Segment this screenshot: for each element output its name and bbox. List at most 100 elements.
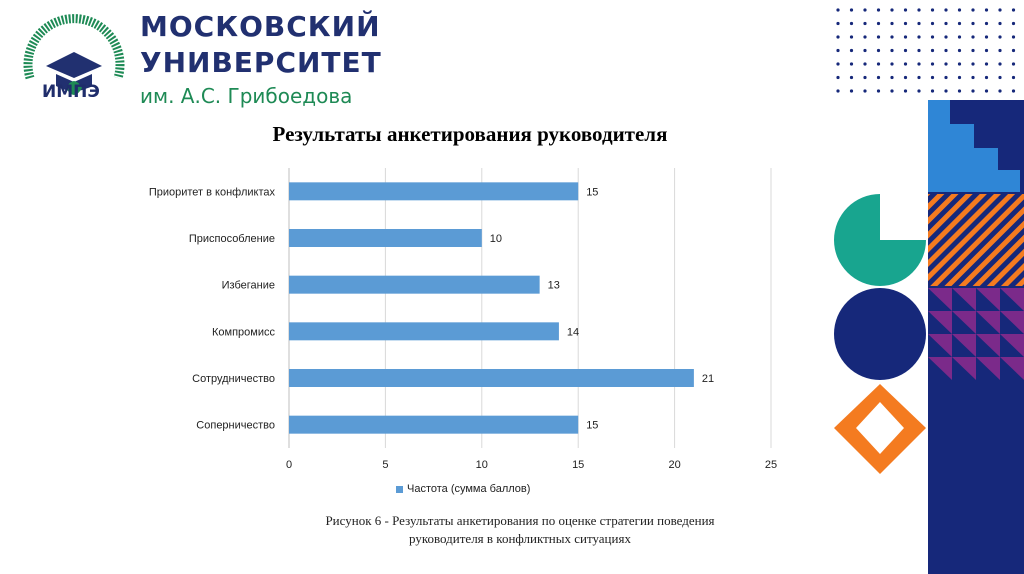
dot <box>917 8 921 12</box>
purple-triangle <box>952 288 976 311</box>
data-label: 15 <box>586 186 598 198</box>
dot <box>930 35 935 39</box>
dot <box>998 48 1002 53</box>
legend-swatch <box>396 485 403 493</box>
purple-triangle <box>928 357 952 380</box>
dot <box>957 8 962 12</box>
dot <box>863 21 867 26</box>
dot <box>890 35 894 39</box>
purple-triangles <box>928 288 1024 380</box>
dot <box>890 8 894 12</box>
dot <box>930 8 935 12</box>
dot <box>971 8 975 12</box>
dot <box>917 48 921 53</box>
x-tick-label: 5 <box>382 459 388 471</box>
purple-triangle <box>1000 311 1024 334</box>
dot <box>836 21 840 26</box>
dot <box>849 35 854 39</box>
dot <box>863 48 867 53</box>
dot <box>876 48 881 53</box>
dot <box>944 21 948 26</box>
dot <box>836 48 840 53</box>
data-label: 13 <box>548 280 560 292</box>
dot <box>930 75 935 80</box>
dot <box>917 89 921 93</box>
dot <box>863 8 867 12</box>
legend-label: Частота (сумма баллов) <box>407 483 531 495</box>
x-tick-label: 10 <box>476 459 488 471</box>
chart-title: Результаты анкетирования руководителя <box>272 122 668 146</box>
dot <box>917 21 921 26</box>
dot <box>917 62 921 66</box>
dot-grid-top <box>836 8 1016 93</box>
dot <box>890 89 894 93</box>
university-name-line3: им. А.С. Грибоедова <box>140 84 353 108</box>
dot <box>971 35 975 39</box>
bar <box>289 182 579 201</box>
dot <box>971 89 975 93</box>
data-label: 15 <box>586 420 598 432</box>
dot <box>903 21 908 26</box>
dot <box>1011 35 1016 39</box>
x-tick-label: 20 <box>668 459 680 471</box>
dot <box>876 75 881 80</box>
purple-triangle <box>928 334 952 357</box>
dot <box>890 21 894 26</box>
teal-quarter-shape <box>834 194 926 286</box>
dot <box>984 75 989 80</box>
purple-triangle <box>976 288 1000 311</box>
dot <box>971 62 975 66</box>
dot <box>944 48 948 53</box>
purple-triangle <box>976 311 1000 334</box>
dot <box>1011 62 1016 66</box>
dot <box>890 48 894 53</box>
dot <box>876 21 881 26</box>
dot <box>863 75 867 80</box>
dot <box>836 89 840 93</box>
data-label: 14 <box>567 326 579 338</box>
dot <box>930 21 935 26</box>
dot <box>944 62 948 66</box>
x-tick-label: 15 <box>572 459 584 471</box>
category-label: Соперничество <box>196 420 275 432</box>
dot <box>863 89 867 93</box>
caption-line1: Рисунок 6 - Результаты анкетирования по … <box>325 513 715 528</box>
dot <box>917 75 921 80</box>
dot <box>836 62 840 66</box>
purple-triangle <box>952 357 976 380</box>
dot <box>998 89 1002 93</box>
category-label: Приоритет в конфликтах <box>149 186 276 198</box>
purple-triangle <box>976 357 1000 380</box>
dot <box>944 75 948 80</box>
dot <box>971 75 975 80</box>
purple-triangle <box>952 311 976 334</box>
dot <box>984 89 989 93</box>
university-name-line2: УНИВЕРСИТЕТ <box>140 46 382 79</box>
bar <box>289 275 540 294</box>
dot <box>998 62 1002 66</box>
bar <box>289 229 482 247</box>
dot <box>903 89 908 93</box>
dot <box>1011 21 1016 26</box>
dot <box>876 89 881 93</box>
dot <box>984 62 989 66</box>
purple-triangle <box>1000 334 1024 357</box>
dot <box>903 8 908 12</box>
purple-triangle <box>1000 357 1024 380</box>
dot <box>1011 75 1016 80</box>
dot <box>876 62 881 66</box>
dot <box>957 48 962 53</box>
dot <box>849 21 854 26</box>
purple-triangle <box>976 334 1000 357</box>
dot <box>998 35 1002 39</box>
dot <box>849 48 854 53</box>
dot <box>836 35 840 39</box>
x-tick-label: 0 <box>286 459 292 471</box>
category-label: Сотрудничество <box>192 373 275 385</box>
dot <box>984 35 989 39</box>
dot <box>1011 89 1016 93</box>
dot <box>890 75 894 80</box>
purple-triangle <box>952 334 976 357</box>
